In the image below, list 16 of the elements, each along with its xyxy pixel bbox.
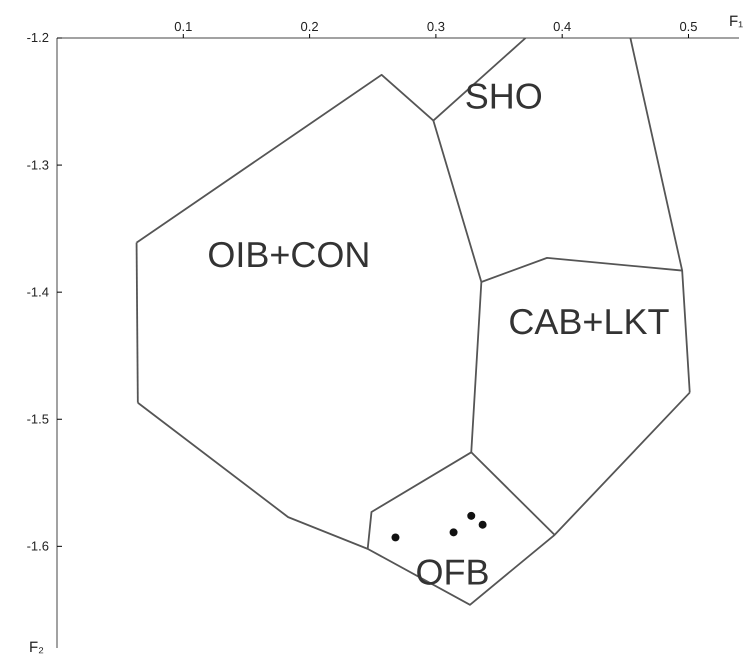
y-axis-title: F₂	[29, 639, 44, 655]
x-tick-label: 0.3	[426, 19, 445, 34]
x-tick-label: 0.2	[300, 19, 319, 34]
annotation: OFB	[416, 551, 490, 592]
x-axis-title: F₁	[729, 13, 744, 30]
y-tick-label: -1.3	[26, 157, 49, 172]
x-tick-label: 0.4	[553, 19, 572, 34]
annotation: CAB+LKT	[508, 301, 670, 342]
y-tick-label: -1.6	[26, 538, 49, 554]
x-tick-label: 0.1	[174, 19, 192, 34]
x-tick-label: 0.5	[679, 19, 698, 34]
annotation: OIB+CON	[207, 234, 370, 276]
y-tick-label: -1.4	[26, 284, 49, 300]
y-tick-label: -1.5	[26, 411, 49, 426]
annotation: SHO	[464, 76, 543, 117]
y-tick-label: -1.2	[26, 30, 49, 46]
